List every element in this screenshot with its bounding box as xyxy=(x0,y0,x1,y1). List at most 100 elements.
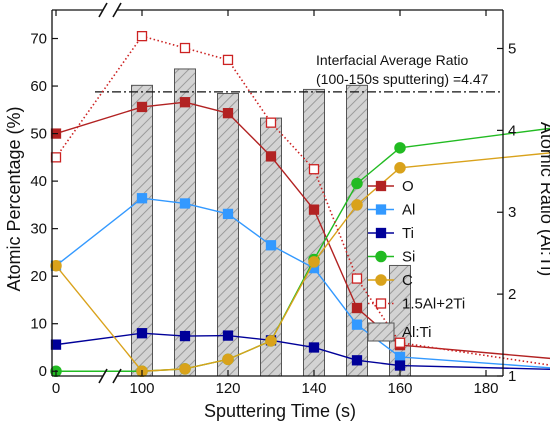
y-axis-right-title: Atomic Ratio (Al:Ti) xyxy=(537,122,550,276)
data-point xyxy=(222,330,234,341)
data-point xyxy=(351,199,363,211)
x-tick-label: 100 xyxy=(129,380,154,397)
series-segment xyxy=(184,47,229,61)
series-segment xyxy=(55,332,143,346)
y-right-tick-label: 2 xyxy=(508,286,516,303)
series-segment xyxy=(313,267,358,326)
series-segment xyxy=(356,147,401,185)
data-point xyxy=(265,117,277,128)
series-Si xyxy=(50,127,550,377)
axis-break-mark xyxy=(98,2,108,18)
x-axis-title: Sputtering Time (s) xyxy=(204,401,356,421)
data-point xyxy=(265,335,277,347)
series-segment xyxy=(270,339,315,349)
series-segment xyxy=(55,106,143,135)
legend-label-Al: Al xyxy=(402,202,415,219)
data-point xyxy=(351,355,363,366)
data-point xyxy=(394,351,406,363)
x-tick-label: 140 xyxy=(301,380,326,397)
series-segment xyxy=(313,209,358,309)
series-segment xyxy=(141,197,186,205)
series-segment xyxy=(399,152,550,169)
series-Ti xyxy=(50,328,550,371)
ratio-bar-layer xyxy=(131,68,411,377)
data-point xyxy=(351,319,363,330)
data-point xyxy=(222,353,234,366)
series-segment xyxy=(313,346,358,361)
x-tick-label: 180 xyxy=(473,380,498,397)
legend: O Al Ti Si C 1.5Al+2Ti Al:Ti xyxy=(367,178,465,342)
data-point xyxy=(179,363,191,375)
series-segment xyxy=(141,35,186,49)
y-right-tick-label: 3 xyxy=(508,204,516,221)
legend-label-1.5Al+2Ti: 1.5Al+2Ti xyxy=(402,296,465,313)
x-tick-label: 120 xyxy=(215,380,240,397)
data-point xyxy=(179,198,191,209)
series-segment xyxy=(141,332,186,337)
series-segment xyxy=(55,197,143,267)
annotation-line-2: (100-150s sputtering) =4.47 xyxy=(316,71,489,87)
y-left-tick-label: 30 xyxy=(30,221,47,238)
series-segment xyxy=(141,368,186,372)
axis-break-mark xyxy=(98,368,108,384)
y-right-tick-label: 4 xyxy=(508,122,516,139)
data-point xyxy=(351,273,363,284)
series-segment xyxy=(184,101,229,114)
series-segment xyxy=(141,101,186,108)
data-point xyxy=(222,208,234,220)
data-point xyxy=(308,204,320,215)
series-segment xyxy=(227,340,272,361)
data-point xyxy=(136,328,148,339)
tick-labels: 010012014016018020001020304050607012345 xyxy=(30,31,516,397)
series-segment xyxy=(227,213,272,246)
series-segment xyxy=(227,59,272,124)
legend-label-bars: Al:Ti xyxy=(402,324,431,341)
data-point xyxy=(351,177,363,190)
data-point xyxy=(179,42,191,54)
data-point xyxy=(265,151,277,162)
legend-marker-O xyxy=(375,180,387,192)
data-point xyxy=(394,142,406,154)
data-point xyxy=(136,193,148,204)
data-point xyxy=(394,337,406,348)
series-segment xyxy=(356,359,401,367)
series-C xyxy=(50,152,550,377)
axis-break-mark xyxy=(112,2,122,18)
series-segment xyxy=(399,127,550,149)
legend-marker-1.5Al+2Ti xyxy=(375,298,387,309)
legend-marker-C xyxy=(375,274,387,286)
axis-break-mark xyxy=(112,368,122,384)
axes xyxy=(51,2,504,384)
legend-label-C: C xyxy=(402,272,413,289)
data-point xyxy=(265,240,277,251)
data-point xyxy=(50,259,62,272)
data-point xyxy=(394,162,406,174)
data-point xyxy=(308,164,320,175)
y-left-tick-label: 50 xyxy=(30,126,47,143)
series-1.5Al+2Ti xyxy=(50,30,550,366)
data-point xyxy=(50,339,62,350)
series-segment xyxy=(313,183,358,260)
data-point xyxy=(179,97,191,108)
y-axis-left-title: Atomic Percentage (%) xyxy=(4,106,24,291)
data-point xyxy=(136,101,148,113)
series-segment xyxy=(270,261,315,342)
y-right-tick-label: 5 xyxy=(508,40,516,57)
series-segment xyxy=(55,35,143,158)
y-left-tick-label: 70 xyxy=(30,31,47,48)
y-left-tick-label: 60 xyxy=(30,78,47,95)
series-segment xyxy=(227,334,272,342)
ratio-bar xyxy=(174,68,196,377)
data-point xyxy=(50,152,62,163)
data-point xyxy=(308,342,320,353)
legend-marker-Al xyxy=(375,204,387,215)
series-segment xyxy=(55,265,143,372)
data-point xyxy=(394,360,406,371)
data-point xyxy=(222,54,234,66)
x-tick-label: 0 xyxy=(52,380,60,397)
series-segment xyxy=(270,122,315,170)
legend-label-Si: Si xyxy=(402,249,415,266)
data-point xyxy=(179,330,191,342)
series-segment xyxy=(399,364,550,370)
